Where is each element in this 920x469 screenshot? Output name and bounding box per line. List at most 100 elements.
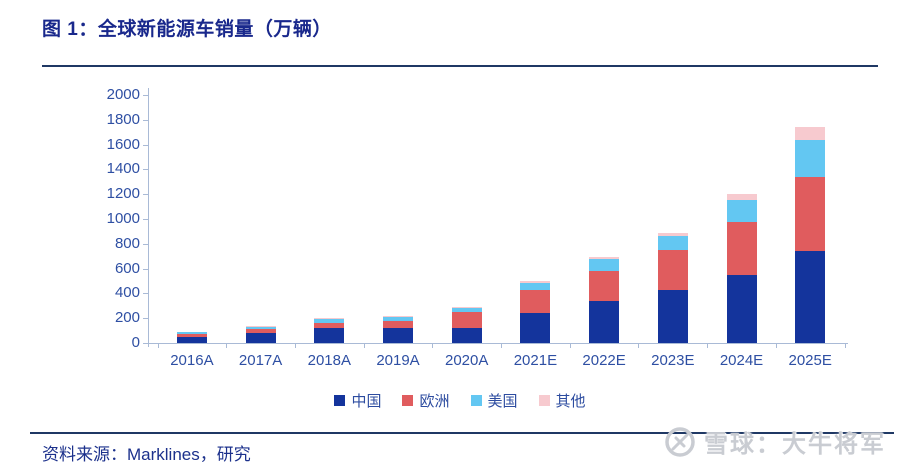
x-axis-category-label: 2023E: [651, 352, 695, 369]
stacked-bar-2019A: [383, 315, 413, 343]
y-axis-tick-mark: [143, 95, 148, 96]
chart-legend: 中国 欧洲 美国 其他: [0, 390, 920, 411]
y-axis-tick-label: 400: [114, 284, 140, 302]
legend-swatch-美国: [470, 395, 482, 406]
y-axis-tick-mark: [143, 318, 148, 320]
x-axis-category-label: 2018A: [307, 352, 351, 369]
y-axis-tick-label: 2000: [106, 86, 140, 103]
bar-segment-美国: [176, 332, 207, 335]
bar-segment-中国: [795, 251, 826, 343]
data-source-note: 资料来源：Marklines，研究: [42, 445, 251, 464]
bar-segment-欧洲: [795, 176, 826, 252]
bar-segment-美国: [245, 326, 276, 330]
x-axis-category-label: 2025E: [788, 352, 832, 369]
bar-segment-其他: [176, 331, 207, 333]
stacked-bar-2017A: [245, 326, 276, 343]
bar-segment-美国: [589, 258, 620, 272]
chart-title: 图 1：全球新能源车销量（万辆）: [42, 19, 332, 40]
x-axis-category-label: 2020A: [445, 352, 489, 369]
x-axis-tick-mark: [844, 344, 846, 348]
bar-segment-美国: [726, 200, 757, 222]
bar-segment-美国: [451, 308, 482, 313]
bar-segment-其他: [657, 233, 688, 237]
bar-segment-其他: [383, 315, 413, 317]
bar-segment-欧洲: [383, 321, 413, 329]
bar-segment-其他: [314, 318, 345, 319]
x-axis-category-label: 2016A: [170, 352, 214, 369]
bar-segment-其他: [451, 307, 482, 309]
legend-swatch-其他: [538, 395, 550, 406]
x-axis-category-label: 2022E: [582, 352, 626, 369]
bar-segment-欧洲: [451, 312, 482, 329]
bar-segment-欧洲: [589, 271, 620, 301]
bar-segment-欧洲: [176, 334, 207, 337]
legend-item-美国: 美国: [470, 390, 518, 411]
y-axis-tick-label: 1200: [106, 185, 140, 203]
y-axis-tick-mark: [143, 219, 148, 220]
stacked-bar-2022E: [589, 257, 620, 343]
x-axis-category-label: 2017A: [238, 352, 283, 369]
y-axis-tick-mark: [143, 169, 148, 171]
bar-segment-中国: [589, 300, 620, 343]
bar-segment-中国: [520, 313, 551, 343]
bar-segment-中国: [245, 333, 276, 343]
xueqiu-logo-icon: [665, 426, 695, 457]
stacked-bar-chart: 0 200 400 600 800 1000 1200 1400 1600 1800 2000 201…: [0, 80, 920, 380]
x-axis-tick-mark: [157, 344, 159, 348]
bar-segment-美国: [314, 318, 345, 324]
title-divider: [42, 65, 878, 67]
y-axis-tick-label: 1800: [106, 110, 140, 128]
x-axis-tick-mark: [638, 344, 640, 348]
x-axis-category-label: 2024E: [719, 352, 764, 369]
y-axis-tick-label: 200: [114, 309, 140, 327]
x-axis-category-label: 2019A: [376, 352, 420, 369]
legend-label: 欧洲: [419, 393, 450, 410]
bar-segment-中国: [176, 336, 207, 343]
legend-swatch-中国: [334, 395, 346, 406]
y-axis-tick-label: 0: [131, 334, 140, 351]
stacked-bar-2025E: [795, 127, 826, 343]
x-axis-tick-mark: [226, 344, 228, 348]
x-axis-line: [148, 343, 848, 344]
legend-item-其他: 其他: [538, 390, 586, 411]
y-axis-tick-mark: [143, 293, 148, 295]
y-axis-tick-mark: [143, 243, 148, 245]
x-axis-tick-mark: [363, 344, 365, 348]
bar-segment-欧洲: [726, 221, 757, 275]
x-axis-tick-mark: [501, 344, 503, 348]
y-axis-tick-mark: [143, 343, 148, 344]
bar-segment-中国: [314, 327, 345, 343]
y-axis-line: [148, 88, 149, 347]
bar-segment-中国: [657, 289, 688, 343]
legend-item-欧洲: 欧洲: [402, 390, 450, 411]
y-axis-tick-label: 600: [114, 259, 140, 277]
stacked-bar-2023E: [657, 233, 688, 343]
bar-segment-美国: [383, 316, 413, 322]
y-axis-tick-mark: [143, 119, 148, 121]
y-axis-tick-label: 1600: [106, 135, 140, 153]
legend-item-中国: 中国: [334, 390, 381, 411]
watermark: 雪球：大牛将军: [664, 424, 886, 459]
stacked-bar-2020A: [451, 307, 482, 343]
x-axis-tick-mark: [432, 344, 434, 348]
legend-swatch-欧洲: [402, 395, 414, 406]
stacked-bar-2024E: [726, 194, 757, 343]
bar-segment-欧洲: [657, 250, 688, 290]
bar-segment-欧洲: [245, 329, 276, 334]
stacked-bar-2016A: [176, 331, 207, 343]
stacked-bar-2018A: [314, 318, 345, 343]
bar-segment-其他: [245, 326, 276, 327]
x-axis-tick-mark: [707, 344, 709, 348]
bar-segment-其他: [726, 194, 757, 201]
bar-segment-其他: [520, 281, 551, 283]
stacked-bar-2021E: [520, 281, 551, 343]
bar-segment-美国: [795, 139, 826, 177]
x-axis-tick-mark: [294, 344, 296, 348]
x-axis-tick-mark: [775, 344, 777, 348]
bar-segment-中国: [726, 274, 757, 343]
y-axis-tick-mark: [143, 194, 148, 196]
y-axis-tick-label: 1400: [106, 160, 140, 178]
y-axis-tick-label: 1000: [106, 210, 140, 227]
y-axis-tick-mark: [143, 268, 148, 270]
bar-segment-欧洲: [314, 323, 345, 328]
